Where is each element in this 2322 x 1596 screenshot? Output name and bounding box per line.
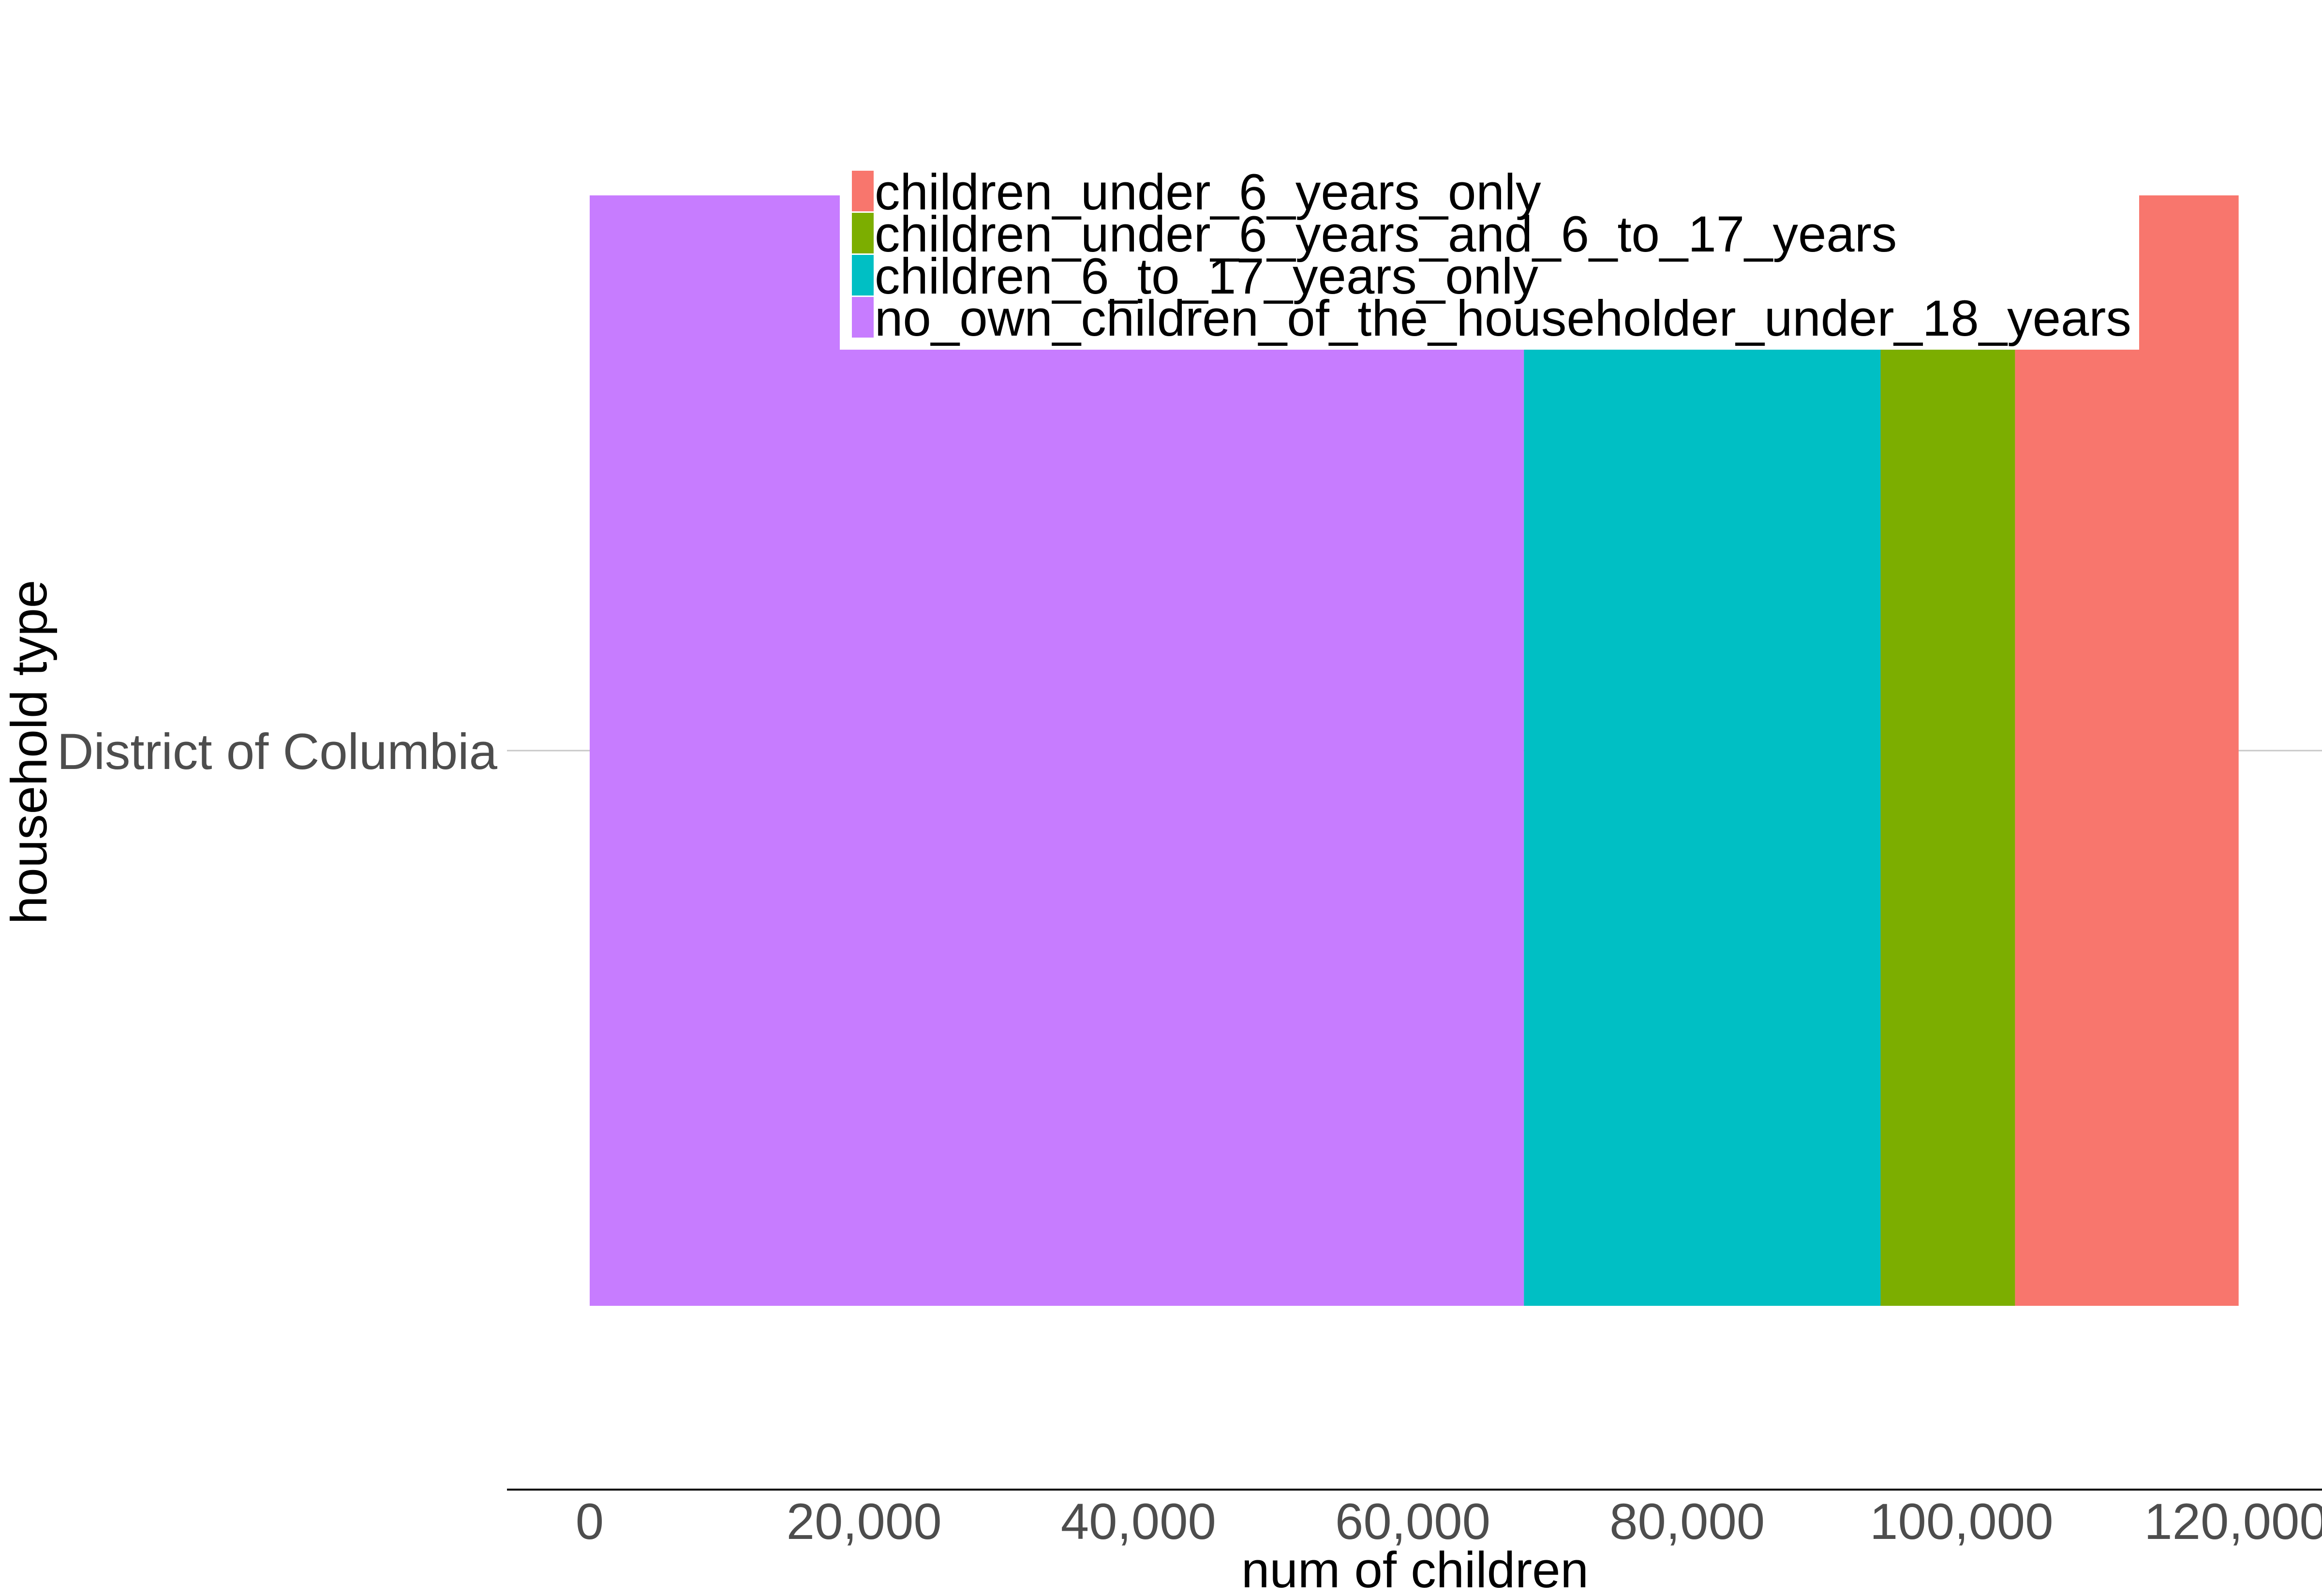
y-axis-title: household type [1,580,58,924]
bar-segment-4 [2015,195,2239,1306]
legend-swatch [852,297,874,338]
bar-segment-1 [590,195,1524,1306]
legend-label: no_own_children_of_the_householder_under… [875,290,2131,347]
x-tick-label: 60,000 [1335,1493,1490,1550]
legend-swatch [852,171,874,211]
legend: children_under_6_years_onlychildren_unde… [840,152,2139,350]
legend-swatch [852,255,874,296]
legend-label: children_6_to_17_years_only [875,248,1538,305]
legend-label: children_under_6_years_and_6_to_17_years [875,206,1897,263]
x-tick-label: 0 [576,1493,604,1550]
y-tick-label: District of Columbia [57,724,498,780]
x-tick-label: 40,000 [1061,1493,1216,1550]
x-tick-label: 120,000 [2144,1493,2322,1550]
legend-label: children_under_6_years_only [875,164,1541,221]
bar-segment-2 [1524,195,1881,1306]
x-axis-tick-labels: 0 20,000 40,000 60,000 80,000 100,000 120,000 [576,1493,2322,1550]
bar-segment-3 [1880,195,2015,1306]
legend-background [840,152,2139,350]
x-tick-label: 80,000 [1609,1493,1765,1550]
bar-segments [590,195,2239,1306]
x-tick-label: 100,000 [1870,1493,2054,1550]
y-axis-tick-labels: District of Columbia [57,724,498,780]
x-axis-title: num of children [1241,1542,1589,1596]
x-tick-label: 20,000 [787,1493,942,1550]
legend-swatch [852,213,874,253]
